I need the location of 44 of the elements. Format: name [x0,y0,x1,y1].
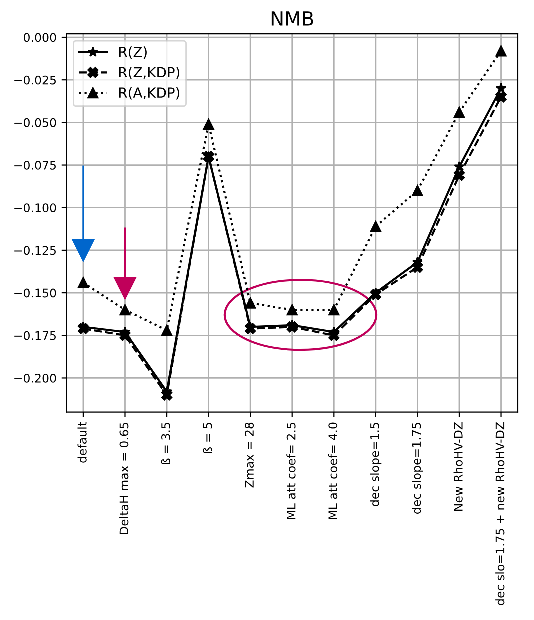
x-tick-label: ß = 5 [203,423,212,454]
x-tick-label: dec slope=1.5 [370,423,382,506]
y-tick-label: −0.025 [14,76,56,85]
point [454,170,466,182]
point [286,304,298,316]
legend-label: R(Z,KDP) [120,67,180,80]
x-tick-label: DeltaH max = 0.65 [120,423,129,534]
y-tick-label: −0.100 [14,204,56,213]
x-tick-label: ML att coef= 2.5 [286,423,296,520]
point [454,106,466,118]
point [120,304,131,316]
x-tick-label: dec slo=1.75 + new RhoHV-DZ [496,422,505,606]
y-tick-label: −0.050 [14,118,56,128]
y-tick-label: −0.125 [14,246,56,256]
point [286,322,298,333]
legend-label: R(Z) [120,46,147,59]
y-tick-label: −0.075 [14,161,56,170]
x-tick-label: Zmax = 28 [245,422,254,488]
x-tick-label: dec slope=1.75 [412,423,424,514]
point [245,298,256,309]
point [78,277,90,288]
point [161,324,173,336]
legend-label: R(A,KDP) [120,87,180,100]
point [203,118,214,130]
point [412,262,424,274]
point [496,46,507,57]
point [328,330,340,342]
y-tick-label: 0.000 [24,33,56,42]
point [370,289,382,300]
point [78,323,90,334]
x-tick-label: ß = 3.5 [161,423,170,465]
y-tick-label: −0.150 [14,288,56,298]
point [161,390,173,401]
x-tick-label: ML att coef= 4.0 [328,422,338,520]
point [370,221,382,232]
x-tick-label: New RhoHV-DZ [454,422,463,511]
x-tick-label: default [78,422,87,463]
point [496,92,507,103]
y-tick-label: −0.175 [14,331,56,340]
point [328,304,340,316]
point [412,185,424,196]
chart-title: NMB [272,12,314,26]
point [120,330,131,342]
y-tick-label: −0.200 [14,374,56,383]
